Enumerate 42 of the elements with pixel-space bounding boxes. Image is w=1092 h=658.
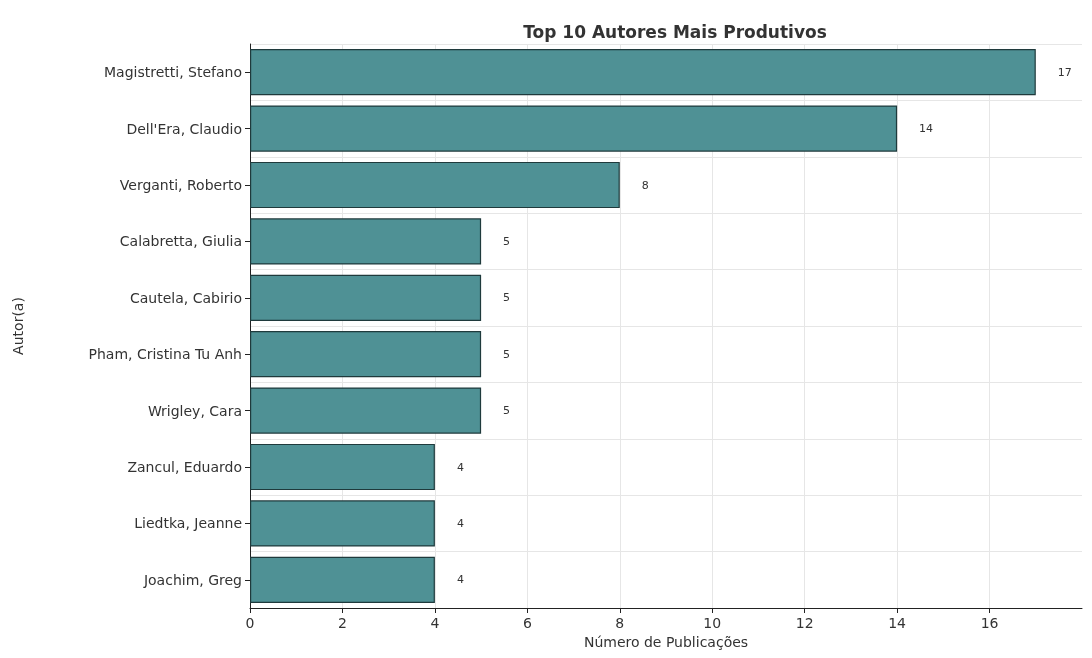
data-label: 17 <box>1057 65 1072 79</box>
bar <box>250 49 1036 96</box>
x-axis-title: Número de Publicações <box>583 633 749 650</box>
y-tick-label: Liedtka, Jeanne <box>134 515 242 532</box>
data-label: 4 <box>456 516 464 530</box>
bar <box>250 443 435 491</box>
x-tick-label: 8 <box>615 615 625 631</box>
data-label: 14 <box>919 122 934 136</box>
x-tick-label: 10 <box>703 615 722 631</box>
y-tick-label: Pham, Cristina Tu Anh <box>88 346 242 363</box>
y-axis-title: Autor(a) <box>10 297 26 355</box>
y-tick-label: Dell'Era, Claudio <box>126 120 242 137</box>
data-label: 4 <box>456 460 464 474</box>
y-tick-label: Joachim, Greg <box>142 571 242 588</box>
data-label: 5 <box>503 347 511 361</box>
data-label: 5 <box>503 291 511 305</box>
bar <box>250 218 482 265</box>
bar <box>250 500 435 547</box>
x-tick-label: 6 <box>522 615 532 631</box>
x-tick-label: 4 <box>430 615 440 631</box>
data-label: 5 <box>503 404 511 418</box>
y-tick-label: Zancul, Eduardo <box>127 459 242 475</box>
data-label: 5 <box>503 234 511 248</box>
bar <box>250 387 482 434</box>
bar <box>250 274 482 321</box>
data-label: 8 <box>641 178 649 192</box>
x-tick-label: 2 <box>337 615 347 631</box>
bar <box>250 331 482 378</box>
chart-title: Top 10 Autores Mais Produtivos <box>523 21 827 42</box>
bar <box>250 556 435 603</box>
bar <box>250 105 898 152</box>
y-tick-label: Calabretta, Giulia <box>119 233 242 250</box>
bar <box>250 161 620 209</box>
x-tick-label: 14 <box>888 615 907 631</box>
x-tick-label: 12 <box>795 615 814 631</box>
y-tick-label: Cautela, Cabirio <box>129 289 242 306</box>
data-label: 4 <box>456 573 464 587</box>
x-tick-label: 0 <box>245 615 255 631</box>
y-tick-label: Wrigley, Cara <box>147 402 242 419</box>
y-tick-label: Verganti, Roberto <box>119 177 242 193</box>
y-tick-label: Magistretti, Stefano <box>104 64 242 81</box>
x-tick-label: 16 <box>980 615 999 631</box>
